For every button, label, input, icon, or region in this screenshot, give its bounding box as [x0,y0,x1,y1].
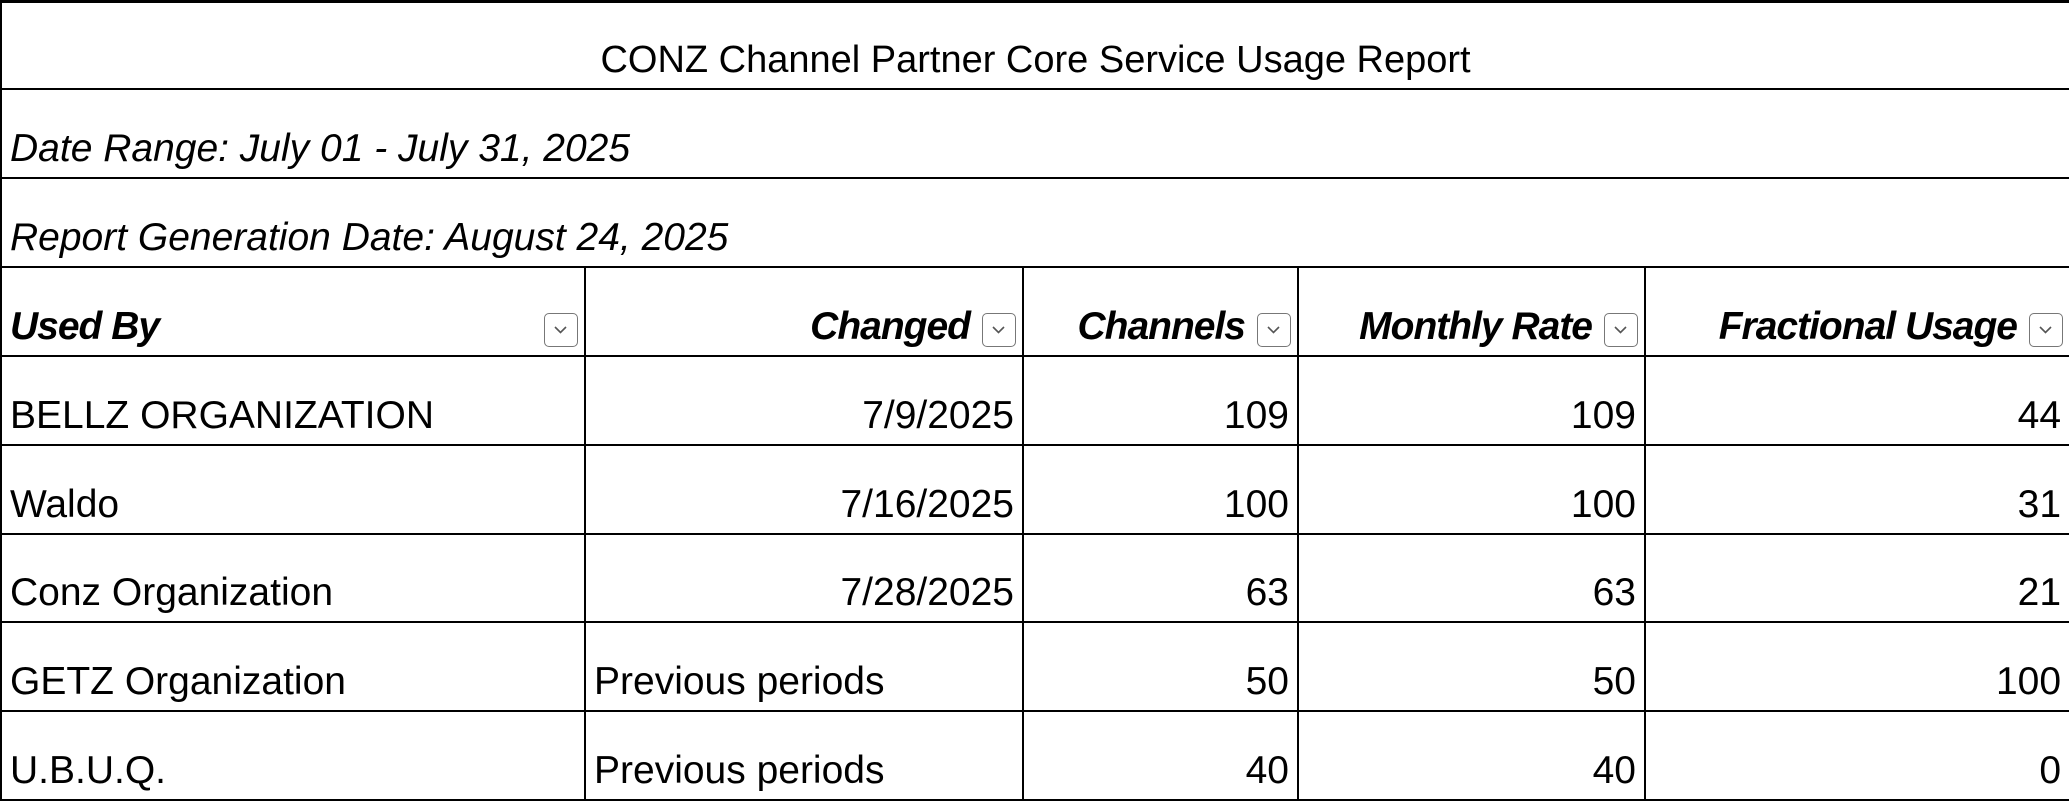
title-row: CONZ Channel Partner Core Service Usage … [0,0,2069,91]
data-row: BELLZ ORGANIZATION 7/9/2025 109 109 44 [0,354,2069,446]
table-cell: Waldo [0,443,586,535]
filter-icon [1614,326,1627,334]
column-header-text: Changed [810,304,971,348]
data-row: U.B.U.Q. Previous periods 40 40 0 [0,710,2069,801]
table-cell: 50 [1297,621,1646,713]
date-range: Date Range: July 01 - July 31, 2025 [0,88,2069,180]
table-cell: 7/9/2025 [584,354,1024,446]
data-row: Conz Organization 7/28/2025 63 63 21 [0,532,2069,624]
column-header: Used By [0,266,586,357]
table-cell: 21 [1643,532,2069,624]
filter-icon [1267,326,1280,334]
table-cell: 63 [1022,532,1299,624]
filter-icon [554,326,567,334]
column-header: Changed [584,266,1024,357]
column-header-text: Channels [1077,304,1246,348]
table-cell: U.B.U.Q. [0,710,586,801]
table-cell: Previous periods [584,621,1024,713]
date-range-row: Date Range: July 01 - July 31, 2025 [0,88,2069,180]
filter-icon [2039,326,2052,334]
table-cell: GETZ Organization [0,621,586,713]
table-cell: 40 [1022,710,1299,801]
table-cell: 100 [1022,443,1299,535]
table-cell: Conz Organization [0,532,586,624]
table-cell: 109 [1297,354,1646,446]
column-header: Monthly Rate [1297,266,1646,357]
column-header: Channels [1022,266,1299,357]
data-row: GETZ Organization Previous periods 50 50 100 [0,621,2069,713]
table-cell: 44 [1643,354,2069,446]
table-cell: 0 [1643,710,2069,801]
table-cell: 100 [1297,443,1646,535]
report-title: CONZ Channel Partner Core Service Usage … [0,0,2069,91]
generation-row: Report Generation Date: August 24, 2025 [0,177,2069,269]
column-header-text: Used By [10,304,160,348]
column-header-text: Fractional Usage [1718,304,2018,348]
filter-button[interactable] [2029,312,2064,347]
generation-date: Report Generation Date: August 24, 2025 [0,177,2069,269]
filter-button[interactable] [982,312,1016,347]
filter-button[interactable] [1257,312,1291,347]
table-cell: 7/16/2025 [584,443,1024,535]
filter-button[interactable] [1604,312,1638,347]
table-cell: Previous periods [584,710,1024,801]
table-cell: 31 [1643,443,2069,535]
table-cell: 40 [1297,710,1646,801]
table-cell: 50 [1022,621,1299,713]
column-header: Fractional Usage [1643,266,2069,357]
table-cell: BELLZ ORGANIZATION [0,354,586,446]
filter-icon [992,326,1005,334]
table-cell: 100 [1643,621,2069,713]
table-cell: 7/28/2025 [584,532,1024,624]
header-row: Used By Changed Channels Monthly Rate Fracti… [0,266,2069,357]
data-row: Waldo 7/16/2025 100 100 31 [0,443,2069,535]
table-cell: 109 [1022,354,1299,446]
column-header-text: Monthly Rate [1359,304,1593,348]
table-cell: 63 [1297,532,1646,624]
filter-button[interactable] [544,312,578,347]
